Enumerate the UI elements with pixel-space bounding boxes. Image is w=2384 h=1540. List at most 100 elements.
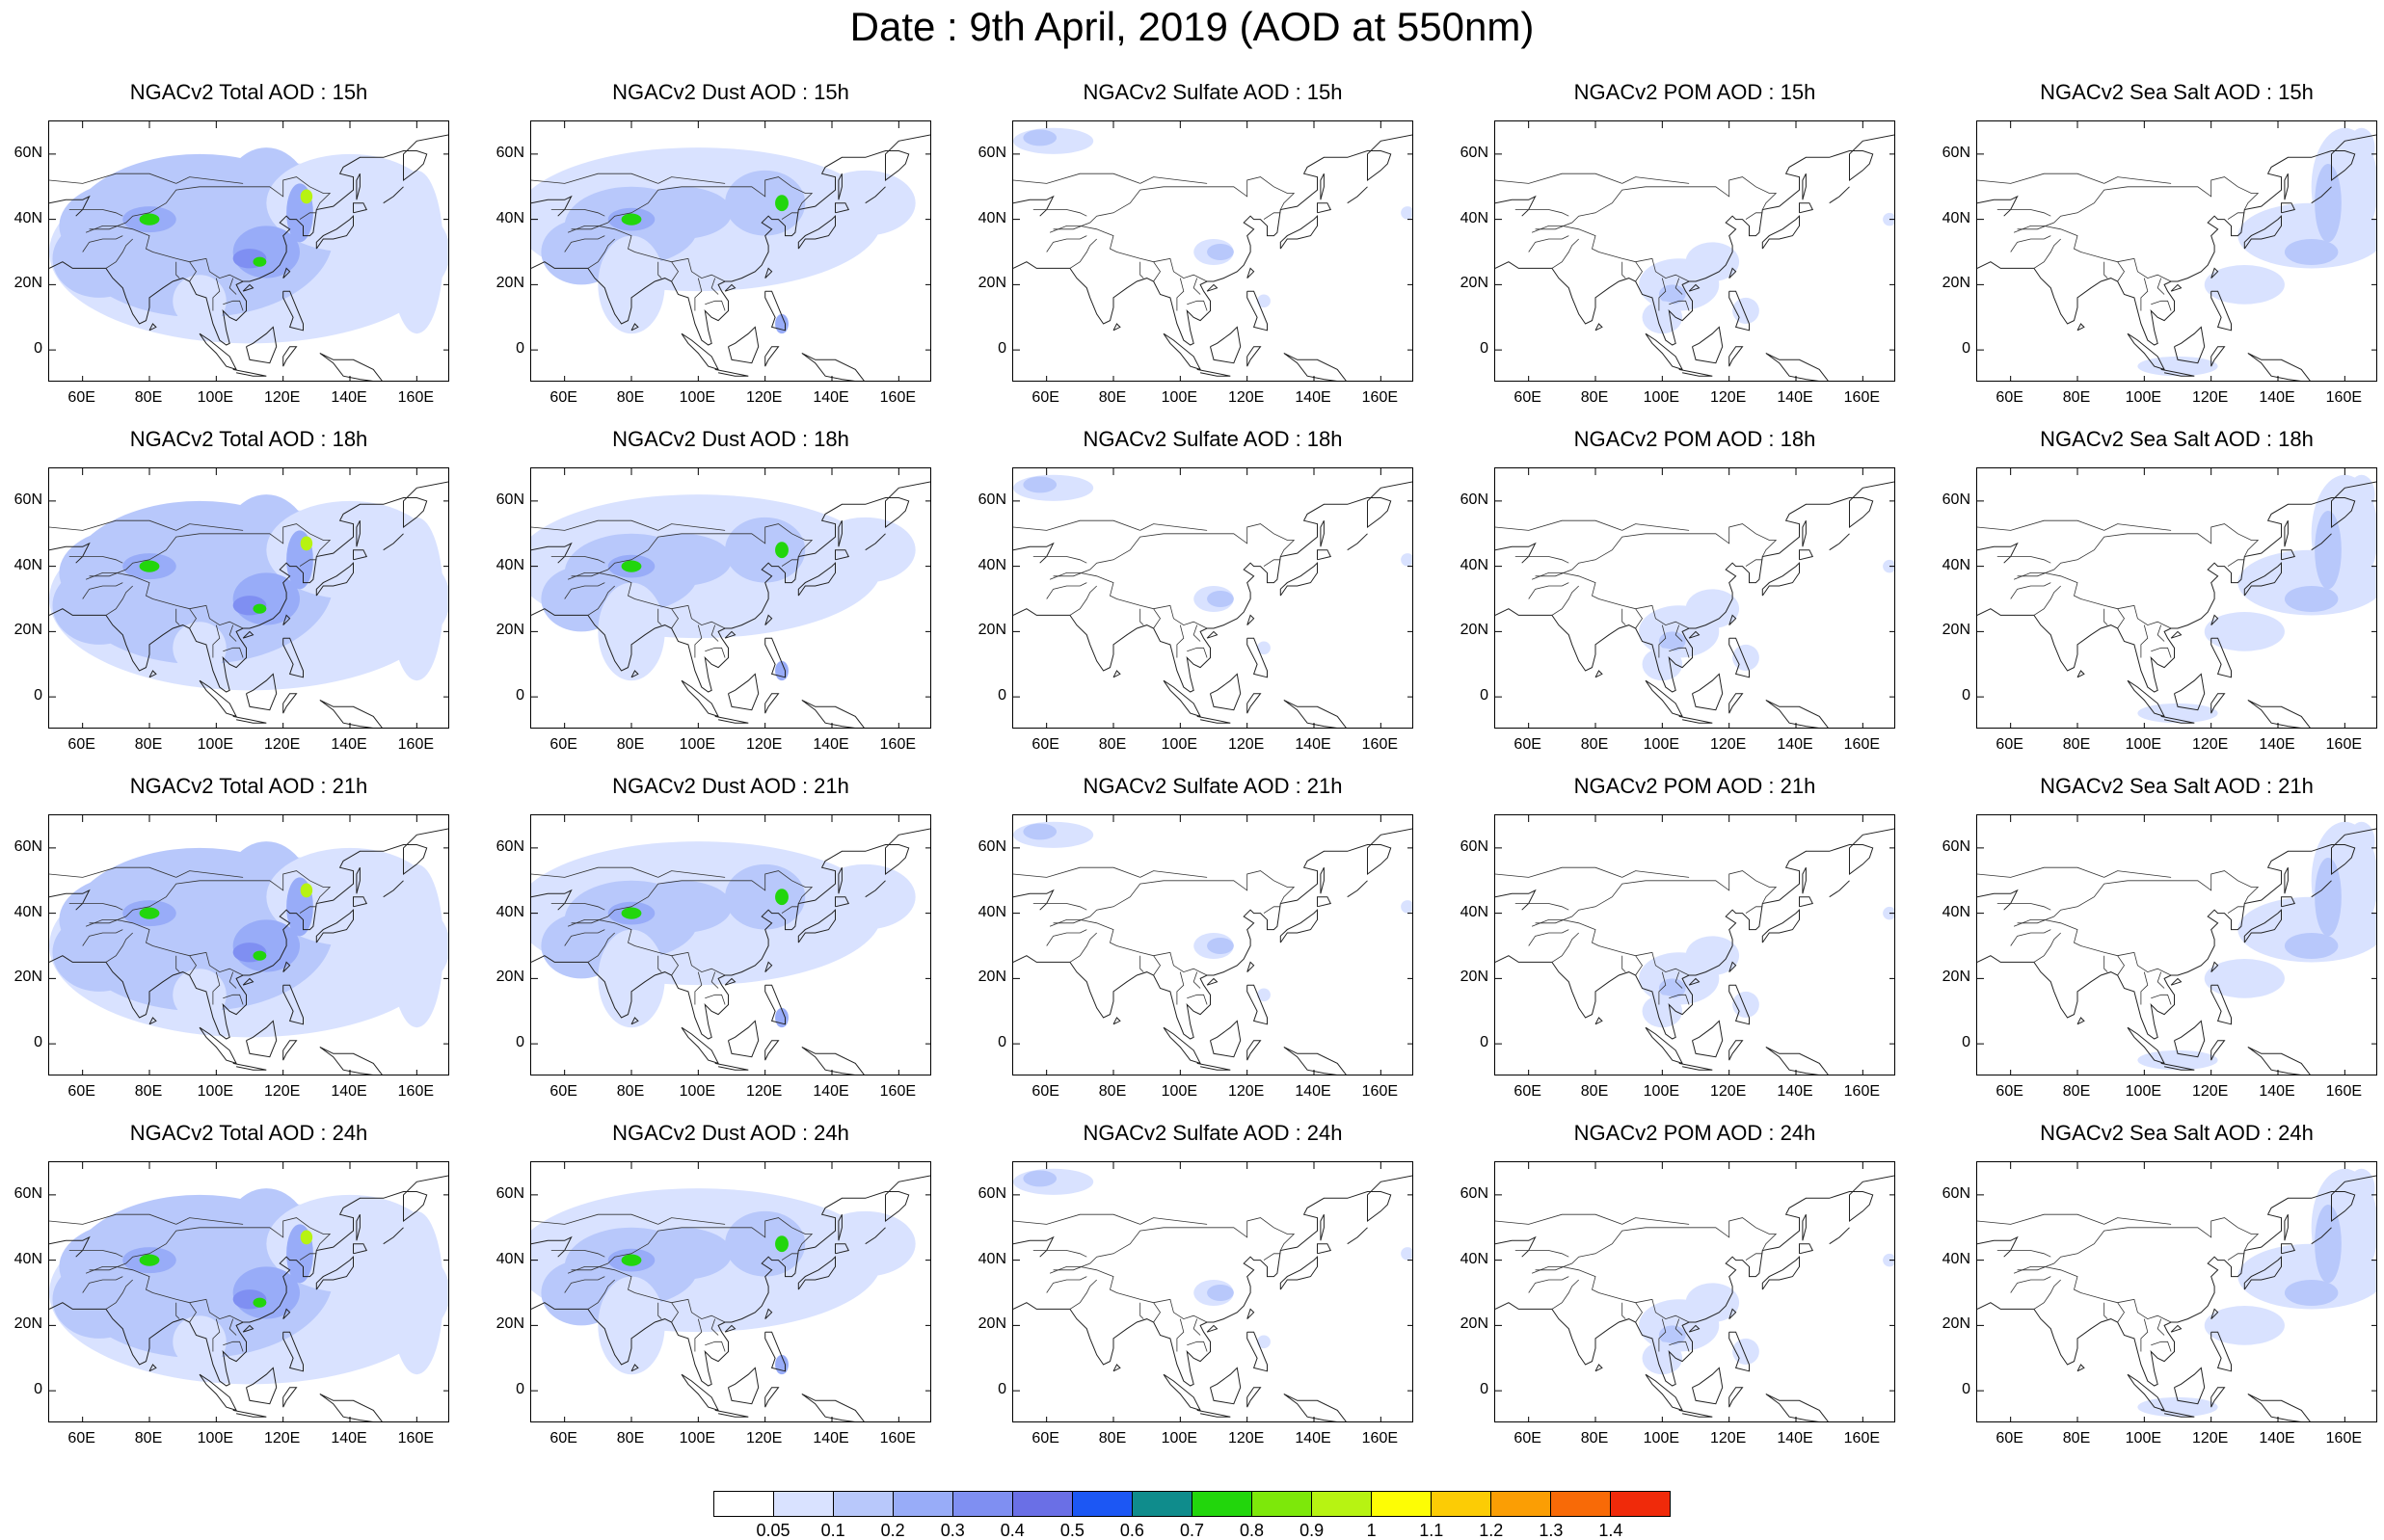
coastline <box>1495 481 1894 693</box>
lon-tick-label: 80E <box>2062 389 2091 406</box>
lat-tick-label: 40N <box>1942 1250 1970 1267</box>
coastline <box>2311 533 2332 551</box>
coastline <box>2160 1062 2195 1071</box>
lat-tick-label: 0 <box>998 687 1006 704</box>
lon-tick-label: 120E <box>263 1430 301 1447</box>
country-border <box>705 994 726 1005</box>
coastline <box>1692 326 1724 364</box>
lon-tick-label: 140E <box>2259 736 2295 753</box>
lat-tick-label: 60N <box>978 1184 1006 1202</box>
lat-tick-label: 20N <box>978 969 1006 986</box>
lon-tick-label: 80E <box>2062 1083 2091 1100</box>
aod-region <box>1207 244 1234 260</box>
lat-tick-label: 60N <box>1460 144 1488 161</box>
coastline <box>232 1062 267 1071</box>
country-border <box>587 1279 615 1310</box>
country-border <box>1192 624 1201 642</box>
country-border <box>105 238 133 269</box>
aod-region <box>775 195 789 212</box>
lat-tick-label: 40N <box>13 903 42 920</box>
colorbar-label: 0.4 <box>1000 1521 1025 1540</box>
aod-map <box>49 468 448 728</box>
country-border <box>223 647 244 658</box>
coastline <box>282 614 291 625</box>
country-border <box>1977 519 2104 531</box>
lon-tick-label: 100E <box>197 1430 234 1447</box>
coastline <box>1829 1227 1850 1245</box>
coastline <box>838 866 843 894</box>
colorbar-label: 0.1 <box>820 1521 845 1540</box>
coastline <box>724 1324 737 1333</box>
coastline <box>2210 637 2232 678</box>
country-border <box>1013 1213 1140 1225</box>
country-border <box>1139 176 1208 184</box>
aod-region <box>631 186 732 239</box>
aod-region <box>1401 900 1412 914</box>
aod-region <box>300 883 313 898</box>
lat-tick-label: 0 <box>1962 340 1970 358</box>
lon-tick-label: 80E <box>616 389 645 406</box>
coastline <box>2127 1373 2166 1412</box>
country-border <box>1621 870 1690 878</box>
country-border <box>1053 176 1296 230</box>
coastline <box>315 909 354 943</box>
coastline <box>282 1331 304 1372</box>
coastline <box>1246 637 1268 678</box>
country-border <box>2151 300 2172 311</box>
lat-tick-label: 0 <box>34 1381 42 1398</box>
country-border <box>2117 261 2125 282</box>
lat-tick-label: 40N <box>1460 903 1488 920</box>
lon-tick-label: 100E <box>1643 1430 1680 1447</box>
coastline <box>728 673 760 711</box>
aod-region <box>1401 553 1412 567</box>
aod-region <box>631 1227 732 1280</box>
lat-tick-label: 60N <box>13 1184 42 1202</box>
coastline <box>838 519 843 547</box>
country-border <box>710 971 719 989</box>
lon-tick-label: 120E <box>263 389 301 406</box>
aod-region <box>173 969 227 1022</box>
country-border <box>1514 209 1569 217</box>
aod-region <box>1023 476 1058 493</box>
country-border <box>2013 572 2172 629</box>
colorbar-swatch <box>894 1492 953 1516</box>
coastline <box>1594 670 1603 678</box>
coastline <box>1728 1040 1744 1061</box>
coastline <box>1246 290 1268 332</box>
lon-tick-label: 80E <box>134 1430 163 1447</box>
coastline <box>2210 961 2219 972</box>
map-plot-area <box>1494 120 1895 382</box>
lat-tick-label: 20N <box>13 1315 42 1333</box>
coastline <box>315 1256 354 1290</box>
coastline <box>724 977 737 986</box>
country-border <box>1139 1217 1208 1225</box>
country-border <box>587 238 615 269</box>
lon-tick-label: 120E <box>1227 389 1265 406</box>
lat-tick-label: 20N <box>1942 275 1970 292</box>
country-border <box>571 1217 814 1271</box>
country-border <box>1053 523 1296 577</box>
coastline <box>797 215 836 250</box>
lon-tick-label: 60E <box>549 1083 577 1100</box>
country-border <box>1621 1217 1690 1225</box>
lon-tick-label: 100E <box>197 1083 234 1100</box>
aod-map <box>1013 468 1412 728</box>
country-border <box>1535 870 1778 924</box>
lat-tick-label: 20N <box>1460 1315 1488 1333</box>
aod-region <box>1207 938 1234 954</box>
aod-map <box>1977 1162 2376 1421</box>
map-plot-area <box>530 467 931 729</box>
country-border <box>85 919 244 976</box>
country-border <box>564 235 605 252</box>
coastline <box>714 368 749 377</box>
aod-map <box>531 815 930 1075</box>
coastline <box>353 202 368 214</box>
aod-region <box>2315 858 2342 937</box>
country-border <box>657 523 726 531</box>
colorbar-swatch <box>774 1492 834 1516</box>
coastline <box>1728 961 1737 972</box>
aod-region <box>2315 164 2342 243</box>
map-plot-area <box>1494 1161 1895 1422</box>
panel-title: NGACv2 Total AOD : 18h <box>129 427 368 451</box>
coastline <box>2311 880 2332 898</box>
